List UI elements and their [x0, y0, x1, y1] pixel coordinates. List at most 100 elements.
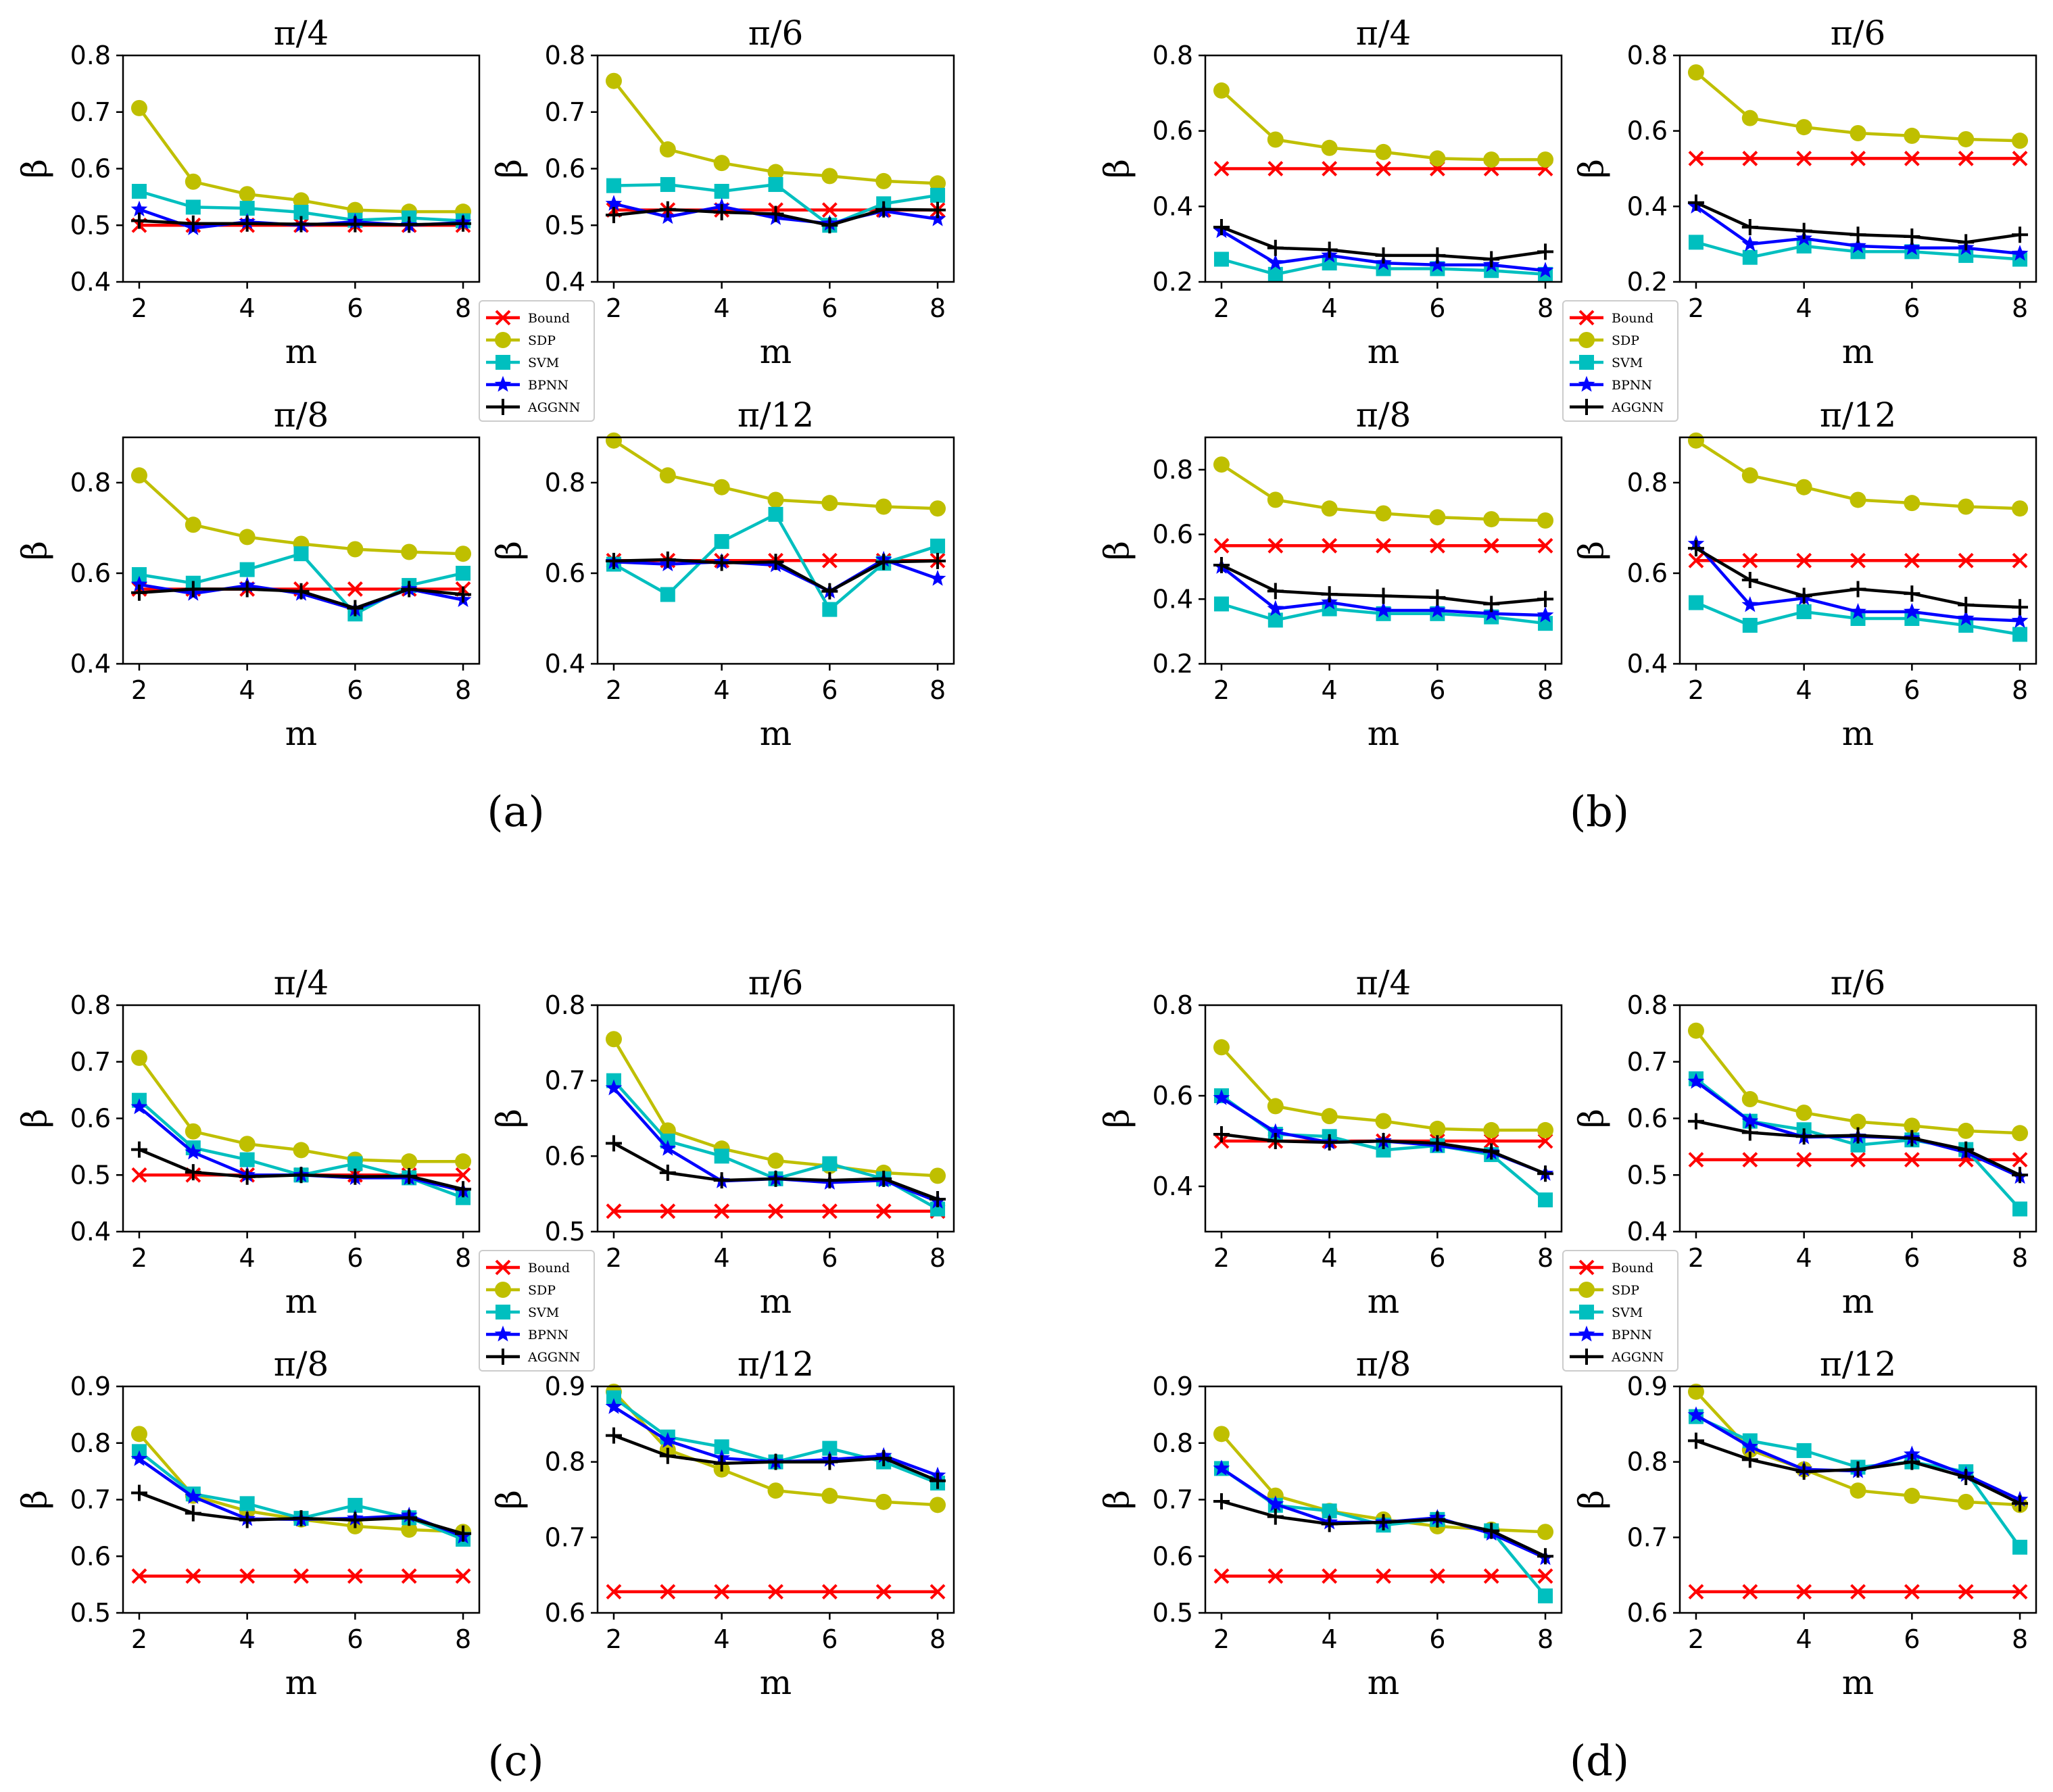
x-tick-label: 8: [1537, 675, 1553, 705]
data-point: [185, 1123, 201, 1140]
data-point: [1904, 1117, 1921, 1134]
data-point: [1267, 131, 1284, 148]
data-point: [130, 1426, 147, 1443]
data-point: [1267, 1508, 1284, 1525]
data-point: [185, 1568, 201, 1584]
data-point: [1741, 467, 1758, 484]
data-point: [1957, 610, 1975, 626]
data-point: [605, 552, 622, 569]
series-aggnn: [605, 1427, 946, 1489]
data-point: [347, 1568, 363, 1584]
data-point: [929, 500, 946, 517]
x-tick-label: 4: [239, 675, 256, 705]
data-point: [1958, 498, 1975, 515]
data-point: [1687, 1073, 1705, 1089]
y-tick-label: 0.5: [1627, 1160, 1668, 1190]
data-point: [1958, 1141, 1975, 1158]
data-point: [875, 1170, 892, 1187]
data-point: [714, 1439, 729, 1455]
legend-marker: [496, 1305, 510, 1319]
legend-item-bound: Bound: [1570, 310, 1653, 326]
data-point: [293, 192, 310, 209]
subplot-a-3: π/8 2 4 6 8 0.4 0.6 0.8 m β: [15, 395, 481, 753]
x-tick-label: 2: [1213, 1624, 1230, 1654]
data-point: [714, 1584, 730, 1600]
series-bound: [1688, 151, 2028, 166]
series-sdp: [1687, 64, 2029, 149]
data-point: [1375, 587, 1392, 604]
y-tick-label: 0.8: [70, 1428, 111, 1458]
x-tick-label: 4: [239, 293, 256, 323]
data-point: [1267, 583, 1284, 600]
data-point: [239, 201, 255, 216]
data-point: [1687, 432, 1704, 449]
legend-label: SDP: [1612, 1283, 1639, 1298]
data-point: [606, 1203, 622, 1219]
data-point: [1904, 239, 1921, 256]
legend-marker: [1579, 355, 1594, 370]
data-point: [131, 1568, 147, 1584]
data-point: [347, 541, 364, 558]
data-point: [659, 1432, 677, 1448]
y-tick-label: 0.8: [1627, 1447, 1668, 1477]
data-point: [1687, 1406, 1705, 1422]
data-point: [821, 1172, 838, 1189]
data-point: [1537, 1121, 1554, 1138]
data-point: [1429, 150, 1446, 167]
data-point: [1850, 1152, 1866, 1168]
x-tick-label: 6: [1904, 1624, 1920, 1654]
y-tick-label: 0.4: [1153, 1171, 1193, 1201]
data-point: [1429, 1511, 1446, 1528]
axes-frame: [1678, 54, 2037, 283]
data-point: [714, 534, 729, 550]
data-point: [1741, 1438, 1759, 1454]
x-tick-label: 4: [1796, 1624, 1812, 1654]
x-tick-label: 6: [1429, 675, 1445, 705]
data-point: [1267, 537, 1284, 554]
legend-marker: [495, 1349, 511, 1365]
data-point: [239, 1168, 256, 1185]
x-tick-label: 2: [131, 293, 147, 323]
data-point: [1267, 1123, 1284, 1140]
x-tick-label: 4: [1322, 293, 1338, 323]
data-point: [2012, 132, 2029, 149]
x-tick-label: 2: [131, 1624, 147, 1654]
subplot-title: π/6: [748, 963, 804, 1002]
x-tick-label: 8: [1537, 1243, 1553, 1273]
y-axis-label: β: [1097, 1109, 1136, 1128]
axes-frame: [122, 1385, 481, 1614]
data-point: [1213, 82, 1230, 99]
y-axis-label: β: [1572, 1490, 1611, 1509]
data-point: [1213, 1459, 1230, 1476]
data-point: [1796, 1443, 1812, 1458]
x-tick-label: 8: [455, 1624, 471, 1654]
data-point: [1537, 1568, 1553, 1584]
subplot-title: π/12: [1820, 395, 1896, 435]
data-point: [1687, 1022, 1704, 1039]
axes-frame: [122, 54, 481, 283]
y-tick-label: 0.5: [545, 210, 585, 240]
data-point: [185, 1164, 201, 1181]
data-point: [1483, 1568, 1499, 1584]
x-tick-label: 8: [455, 293, 471, 323]
data-point: [2011, 245, 2029, 261]
data-point: [1375, 505, 1392, 522]
legend-label: AGGNN: [1611, 1350, 1664, 1365]
data-point: [1795, 1105, 1812, 1121]
data-point: [239, 1568, 256, 1584]
series-sdp: [605, 1031, 946, 1184]
legend-label: AGGNN: [527, 400, 580, 415]
legend-item-bound: Bound: [486, 310, 570, 326]
data-point: [1537, 151, 1554, 168]
series-sdp: [1213, 82, 1554, 168]
data-point: [130, 212, 147, 229]
data-point: [1537, 1165, 1554, 1182]
data-point: [767, 1453, 784, 1470]
data-point: [1267, 239, 1284, 256]
data-point: [768, 176, 783, 192]
data-point: [1741, 1451, 1758, 1468]
data-point: [401, 1509, 418, 1526]
subplot-title: π/4: [274, 14, 329, 53]
data-point: [1322, 1568, 1338, 1584]
x-tick-label: 6: [1904, 293, 1920, 323]
